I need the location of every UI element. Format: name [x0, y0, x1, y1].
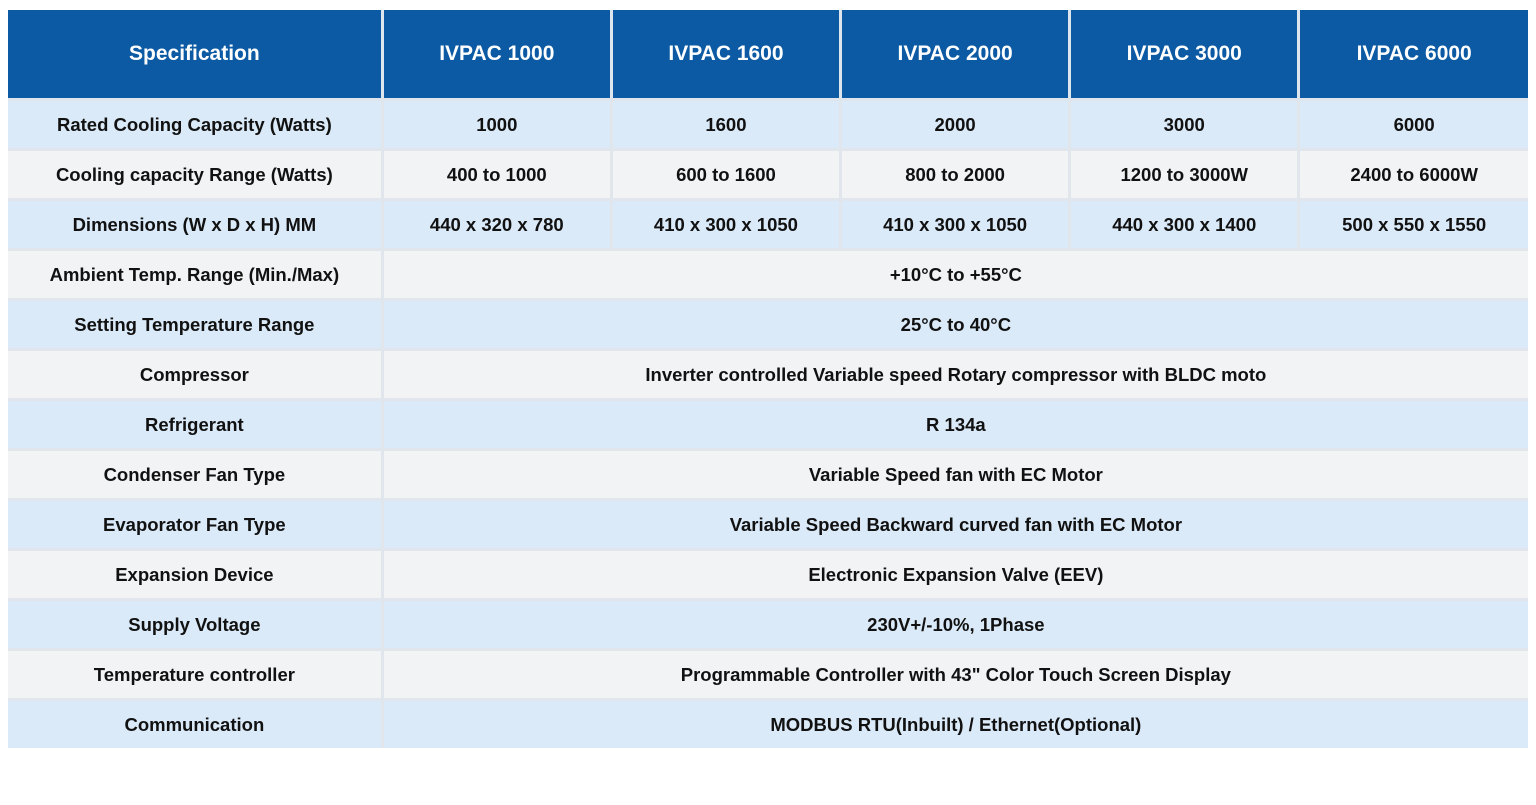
spec-table-container: Specification IVPAC 1000 IVPAC 1600 IVPA…: [8, 10, 1528, 748]
row-label: Compressor: [8, 348, 384, 401]
row-label: Supply Voltage: [8, 598, 384, 651]
cell-value-merged: 25°C to 40°C: [380, 298, 1528, 351]
table-row: Rated Cooling Capacity (Watts) 1000 1600…: [8, 98, 1528, 151]
cell-value: 440 x 300 x 1400: [1068, 198, 1301, 251]
row-label: Temperature controller: [8, 648, 384, 701]
row-label: Communication: [8, 698, 384, 748]
header-row: Specification IVPAC 1000 IVPAC 1600 IVPA…: [8, 10, 1528, 101]
cell-value: 3000: [1068, 98, 1301, 151]
cell-value: 1000: [380, 98, 613, 151]
cell-value: 6000: [1297, 98, 1528, 151]
table-row: Refrigerant R 134a: [8, 398, 1528, 451]
table-row: Setting Temperature Range 25°C to 40°C: [8, 298, 1528, 351]
table-row: Cooling capacity Range (Watts) 400 to 10…: [8, 148, 1528, 201]
cell-value: 410 x 300 x 1050: [609, 198, 843, 251]
header-specification: Specification: [8, 10, 384, 101]
cell-value: 1600: [609, 98, 843, 151]
cell-value-merged: 230V+/-10%, 1Phase: [380, 598, 1528, 651]
table-row: Ambient Temp. Range (Min./Max) +10°C to …: [8, 248, 1528, 301]
row-label: Cooling capacity Range (Watts): [8, 148, 384, 201]
row-label: Ambient Temp. Range (Min./Max): [8, 248, 384, 301]
row-label: Setting Temperature Range: [8, 298, 384, 351]
cell-value: 600 to 1600: [609, 148, 843, 201]
cell-value: 2000: [839, 98, 1072, 151]
cell-value: 500 x 550 x 1550: [1297, 198, 1528, 251]
table-row: Dimensions (W x D x H) MM 440 x 320 x 78…: [8, 198, 1528, 251]
row-label: Condenser Fan Type: [8, 448, 384, 501]
table-row: Condenser Fan Type Variable Speed fan wi…: [8, 448, 1528, 501]
row-label: Expansion Device: [8, 548, 384, 601]
cell-value-merged: Variable Speed fan with EC Motor: [380, 448, 1528, 501]
cell-value: 1200 to 3000W: [1068, 148, 1301, 201]
header-model: IVPAC 3000: [1068, 10, 1301, 101]
cell-value: 2400 to 6000W: [1297, 148, 1528, 201]
cell-value-merged: +10°C to +55°C: [380, 248, 1528, 301]
cell-value-merged: MODBUS RTU(Inbuilt) / Ethernet(Optional): [380, 698, 1528, 748]
header-model: IVPAC 2000: [839, 10, 1072, 101]
table-row: Compressor Inverter controlled Variable …: [8, 348, 1528, 401]
table-row: Expansion Device Electronic Expansion Va…: [8, 548, 1528, 601]
cell-value-merged: R 134a: [380, 398, 1528, 451]
row-label: Refrigerant: [8, 398, 384, 451]
spec-table: Specification IVPAC 1000 IVPAC 1600 IVPA…: [8, 10, 1528, 748]
table-row: Supply Voltage 230V+/-10%, 1Phase: [8, 598, 1528, 651]
table-row: Temperature controller Programmable Cont…: [8, 648, 1528, 701]
cell-value-merged: Variable Speed Backward curved fan with …: [380, 498, 1528, 551]
row-label: Rated Cooling Capacity (Watts): [8, 98, 384, 151]
cell-value-merged: Programmable Controller with 43" Color T…: [380, 648, 1528, 701]
row-label: Evaporator Fan Type: [8, 498, 384, 551]
cell-value-merged: Electronic Expansion Valve (EEV): [380, 548, 1528, 601]
header-model: IVPAC 6000: [1297, 10, 1528, 101]
cell-value: 410 x 300 x 1050: [839, 198, 1072, 251]
table-row: Communication MODBUS RTU(Inbuilt) / Ethe…: [8, 698, 1528, 748]
cell-value-merged: Inverter controlled Variable speed Rotar…: [380, 348, 1528, 401]
cell-value: 400 to 1000: [380, 148, 613, 201]
row-label: Dimensions (W x D x H) MM: [8, 198, 384, 251]
header-model: IVPAC 1000: [380, 10, 613, 101]
header-model: IVPAC 1600: [609, 10, 843, 101]
table-row: Evaporator Fan Type Variable Speed Backw…: [8, 498, 1528, 551]
cell-value: 800 to 2000: [839, 148, 1072, 201]
cell-value: 440 x 320 x 780: [380, 198, 613, 251]
